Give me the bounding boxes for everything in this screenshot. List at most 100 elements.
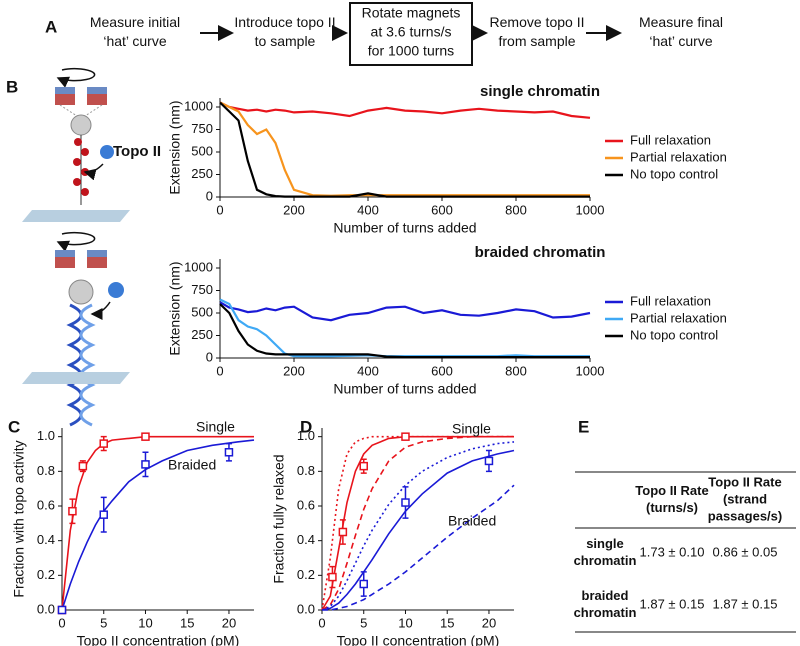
illustration-label: Topo II <box>113 143 161 160</box>
y-tick-label: 1.0 <box>37 428 55 443</box>
x-tick-label: 0 <box>318 615 325 630</box>
fit-curve <box>321 441 515 611</box>
y-axis-title: Fraction fully relaxed <box>271 454 287 583</box>
y-tick-label: 250 <box>191 327 213 342</box>
annotation: Single <box>452 421 491 437</box>
panel-label: A <box>45 17 57 36</box>
table-cell: 1.87 ± 0.15 <box>713 596 778 611</box>
marker <box>338 527 348 537</box>
series-line <box>219 101 591 119</box>
fit-curve <box>322 484 515 611</box>
x-tick-label: 10 <box>138 615 152 630</box>
y-axis-title: Extension (nm) <box>167 100 183 194</box>
marker <box>401 498 410 507</box>
flow-step: ‘hat’ curve <box>103 33 167 49</box>
x-tick-label: 15 <box>180 615 194 630</box>
marker <box>78 461 88 471</box>
x-tick-label: 0 <box>216 202 223 217</box>
x-tick-label: 600 <box>431 202 453 217</box>
table-header: Topo II Rate <box>708 474 781 489</box>
x-axis-title: Topo II concentration (pM) <box>77 633 240 646</box>
y-tick-label: 0.0 <box>37 601 55 616</box>
y-axis-title: Extension (nm) <box>167 261 183 355</box>
x-tick-label: 10 <box>398 615 412 630</box>
series-line <box>219 101 590 197</box>
table-cell: 1.87 ± 0.15 <box>640 596 705 611</box>
marker <box>141 460 150 469</box>
annotation: Braided <box>448 513 496 529</box>
series-line <box>219 301 591 322</box>
y-tick-label: 0.8 <box>297 463 315 478</box>
legend-label: Partial relaxation <box>630 310 727 325</box>
y-tick-label: 0.0 <box>297 601 315 616</box>
legend-label: No topo control <box>630 327 718 342</box>
row-label: single <box>586 536 624 551</box>
legend-label: Partial relaxation <box>630 149 727 164</box>
x-tick-label: 800 <box>505 363 527 378</box>
fit-curve <box>61 439 255 611</box>
marker <box>68 506 77 516</box>
y-tick-label: 1.0 <box>297 428 315 443</box>
marker <box>401 432 410 441</box>
x-tick-label: 5 <box>100 615 107 630</box>
marker <box>99 439 108 448</box>
panel-label: B <box>6 77 18 96</box>
fit-curve <box>61 435 254 611</box>
y-tick-label: 0.2 <box>37 567 55 582</box>
table-header: (strand <box>723 491 767 506</box>
x-tick-label: 15 <box>440 615 454 630</box>
x-axis-title: Number of turns added <box>333 381 476 397</box>
marker <box>484 456 494 466</box>
y-tick-label: 750 <box>191 282 213 297</box>
flow-step: Measure final <box>639 14 723 30</box>
fit-curve <box>321 449 515 611</box>
flow-box <box>349 2 473 66</box>
flow-step: from sample <box>498 33 575 49</box>
marker <box>224 448 234 457</box>
row-label: chromatin <box>574 553 637 568</box>
y-tick-label: 0 <box>206 188 213 203</box>
y-tick-label: 0 <box>206 349 213 364</box>
y-tick-label: 500 <box>191 304 213 319</box>
y-tick-label: 0.4 <box>297 532 315 547</box>
y-tick-label: 250 <box>191 166 213 181</box>
table-header: Topo II Rate <box>635 483 708 498</box>
row-label: braided <box>582 588 629 603</box>
flow-step: to sample <box>255 33 316 49</box>
series-line <box>219 298 590 358</box>
y-tick-label: 0.6 <box>37 497 55 512</box>
x-tick-label: 20 <box>482 615 496 630</box>
y-tick-label: 0.2 <box>297 567 315 582</box>
table-header: (turns/s) <box>646 500 698 515</box>
table-rules <box>575 471 796 633</box>
row-label: chromatin <box>574 605 637 620</box>
flow-step: Remove topo II <box>490 14 585 30</box>
panel-label: D <box>300 417 312 436</box>
y-tick-label: 1000 <box>184 259 213 274</box>
marker <box>57 605 67 615</box>
legend-label: No topo control <box>630 166 718 181</box>
flow-step: Measure initial <box>90 14 180 30</box>
series-line <box>219 101 590 198</box>
y-tick-label: 500 <box>191 143 213 158</box>
annotation: Braided <box>168 457 216 473</box>
table-header: passages/s) <box>708 508 782 523</box>
x-tick-label: 5 <box>360 615 367 630</box>
chart-title: single chromatin <box>480 83 600 100</box>
x-tick-label: 0 <box>58 615 65 630</box>
x-tick-label: 800 <box>505 202 527 217</box>
flow-step: Rotate magnets <box>362 5 461 21</box>
marker <box>359 461 368 471</box>
table-cell: 0.86 ± 0.05 <box>713 544 778 559</box>
annotation: Single <box>196 419 235 435</box>
x-tick-label: 400 <box>357 363 379 378</box>
table-cell: 1.73 ± 0.10 <box>640 544 705 559</box>
y-tick-label: 1000 <box>184 98 213 113</box>
illustration <box>22 67 130 427</box>
y-tick-label: 0.8 <box>37 463 55 478</box>
legend-label: Full relaxation <box>630 132 711 147</box>
y-tick-label: 0.4 <box>37 532 55 547</box>
flow-step: at 3.6 turns/s <box>371 24 452 40</box>
panel-label: E <box>578 417 589 436</box>
